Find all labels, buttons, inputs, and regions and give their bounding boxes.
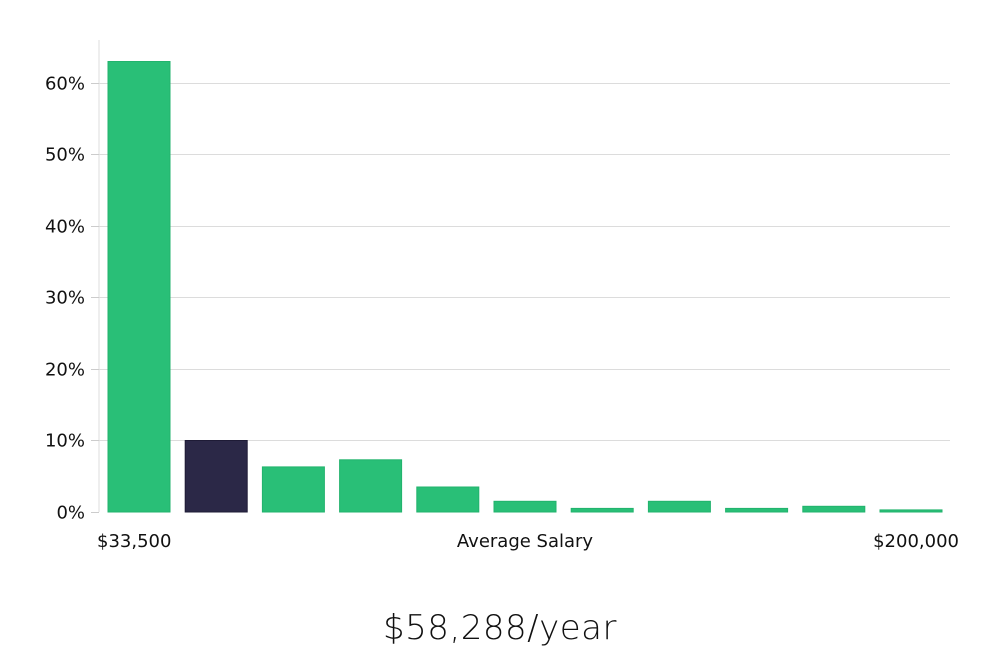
grid-lines [99, 83, 950, 441]
y-tick-label: 40% [45, 217, 85, 238]
bar [261, 466, 325, 513]
bars [107, 61, 943, 513]
bar [493, 500, 557, 513]
salary-distribution-chart: 0% 10% 20% 30% 40% 50% 60% $33,500 Average Sal… [45, 40, 959, 552]
bar [802, 505, 866, 513]
y-tick-label: 0% [56, 503, 85, 524]
y-tick-label: 30% [45, 288, 85, 309]
bar [416, 486, 480, 513]
y-tick-label: 50% [45, 145, 85, 166]
bar [879, 509, 943, 513]
x-min-label: $33,500 [97, 531, 171, 552]
bar [570, 507, 634, 513]
bar [725, 507, 789, 513]
y-tick-label: 20% [45, 360, 85, 381]
x-axis-title: Average Salary [457, 531, 594, 552]
bar [647, 500, 711, 513]
bar [107, 61, 171, 513]
average-salary-value: $58,288/year [383, 608, 617, 648]
x-axis-labels: $33,500 Average Salary $200,000 [97, 531, 959, 552]
x-max-label: $200,000 [873, 531, 959, 552]
bar [339, 459, 403, 513]
y-tick-label: 10% [45, 431, 85, 452]
y-tick-label: 60% [45, 74, 85, 95]
bar-highlighted [184, 440, 248, 513]
y-axis-ticks: 0% 10% 20% 30% 40% 50% 60% [45, 74, 99, 524]
